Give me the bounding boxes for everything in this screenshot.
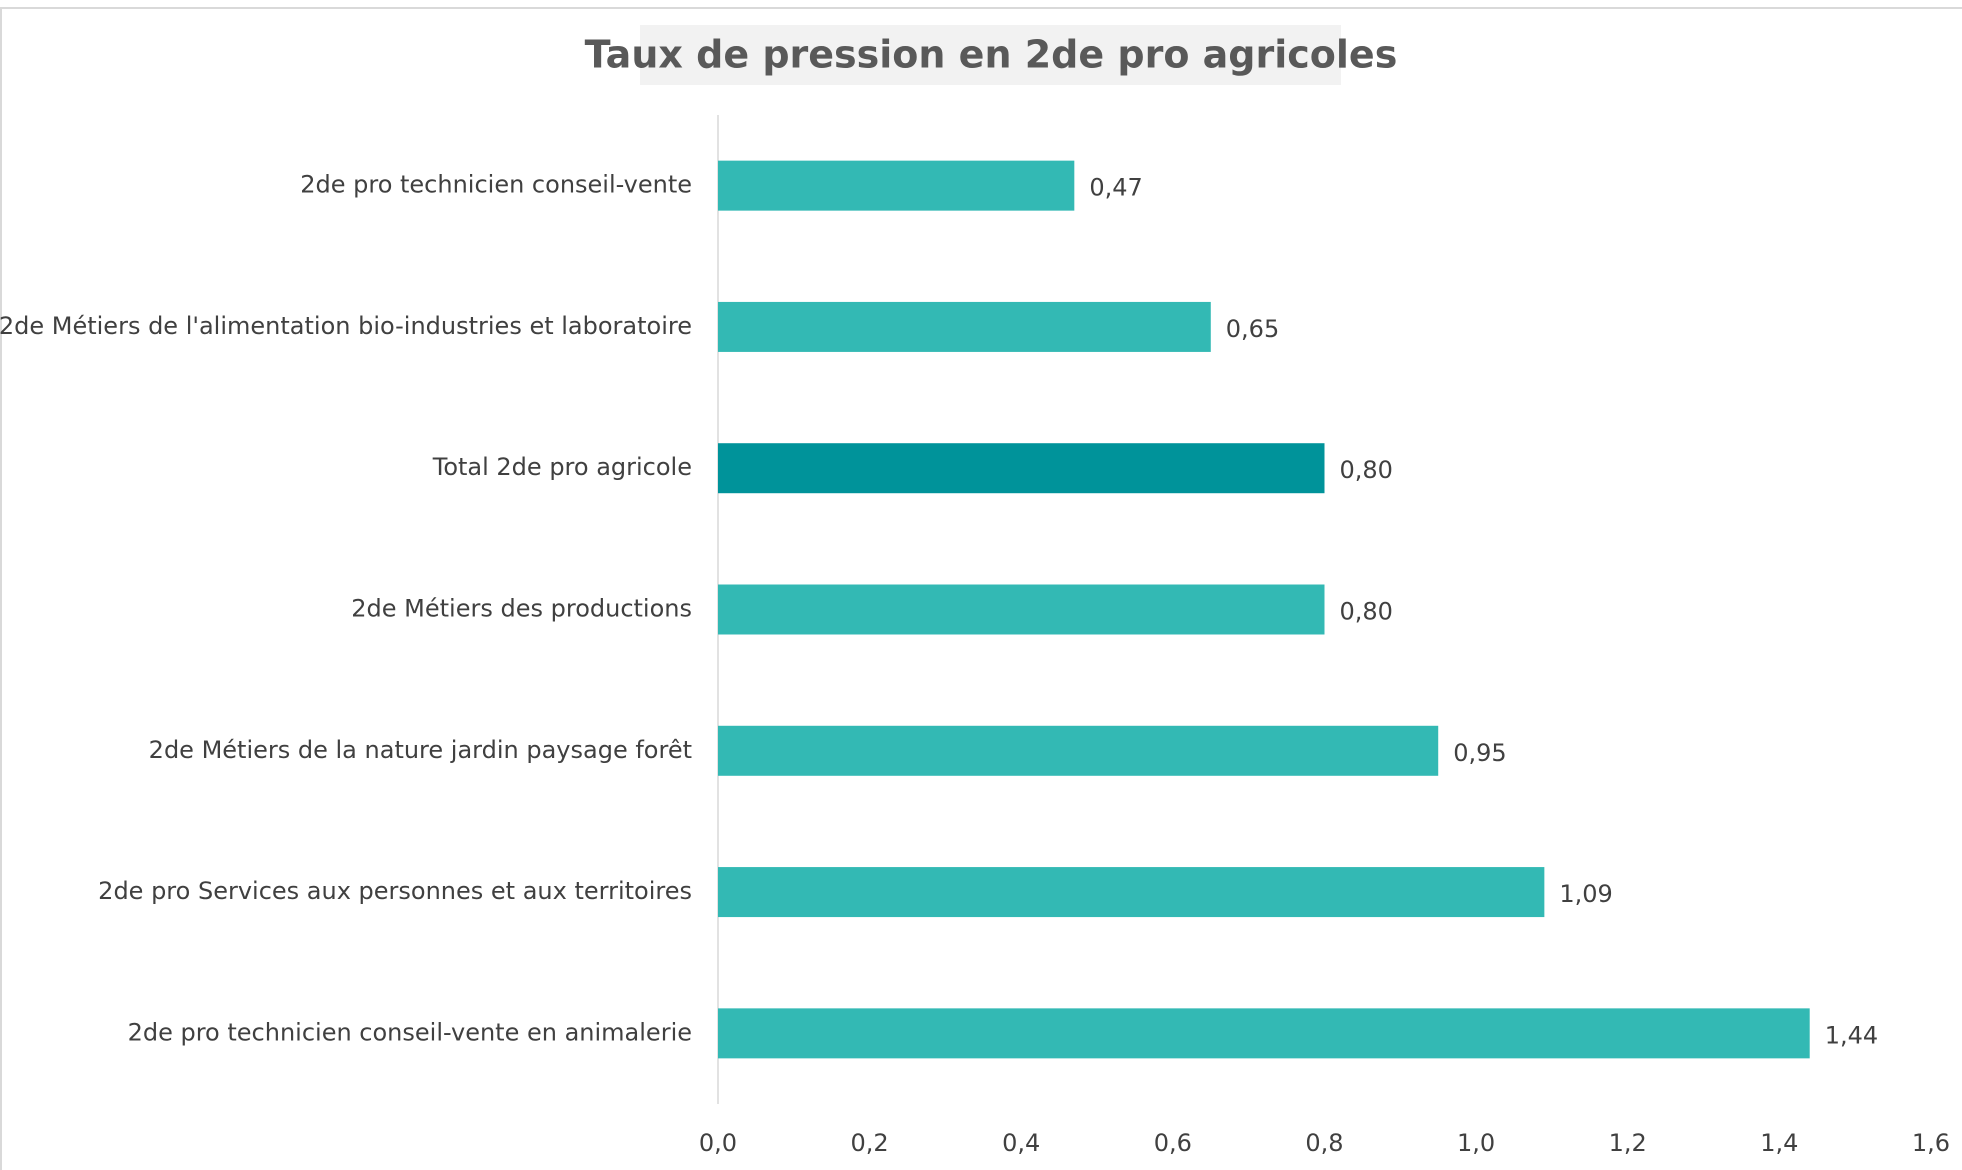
category-label: 2de pro technicien conseil-vente <box>300 171 692 199</box>
title-box <box>640 25 1341 85</box>
category-label: 2de Métiers de la nature jardin paysage … <box>149 736 692 764</box>
x-tick-label: 1,6 <box>1912 1129 1950 1157</box>
value-label: 1,09 <box>1559 880 1612 908</box>
value-label: 0,47 <box>1089 174 1142 202</box>
chart-title: Taux de pression en 2de pro agricoles <box>585 33 1398 77</box>
x-tick-label: 1,0 <box>1457 1129 1495 1157</box>
bar <box>718 1008 1810 1059</box>
x-tick-label: 1,2 <box>1609 1129 1647 1157</box>
category-label: Total 2de pro agricole <box>432 453 692 481</box>
category-label: 2de pro Services aux personnes et aux te… <box>98 877 692 905</box>
x-tick-label: 0,2 <box>851 1129 889 1157</box>
category-label: 2de pro technicien conseil-vente en anim… <box>128 1018 692 1046</box>
bar <box>718 160 1075 211</box>
category-label: 2de Métiers des productions <box>351 595 692 623</box>
bar <box>718 584 1325 635</box>
chart-border <box>0 7 1962 1170</box>
value-label: 0,80 <box>1340 598 1393 626</box>
value-label: 0,65 <box>1226 315 1279 343</box>
x-tick-label: 1,4 <box>1760 1129 1798 1157</box>
bar <box>718 301 1211 352</box>
value-label: 0,80 <box>1340 456 1393 484</box>
x-tick-label: 0,0 <box>699 1129 737 1157</box>
x-tick-label: 0,6 <box>1154 1129 1192 1157</box>
value-label: 0,95 <box>1453 739 1506 767</box>
bar <box>718 867 1545 918</box>
x-tick-label: 0,4 <box>1002 1129 1040 1157</box>
bar <box>718 443 1325 494</box>
x-tick-label: 0,8 <box>1305 1129 1343 1157</box>
category-label: 2de Métiers de l'alimentation bio-indust… <box>0 312 692 340</box>
bar <box>718 725 1439 776</box>
value-label: 1,44 <box>1825 1021 1878 1049</box>
